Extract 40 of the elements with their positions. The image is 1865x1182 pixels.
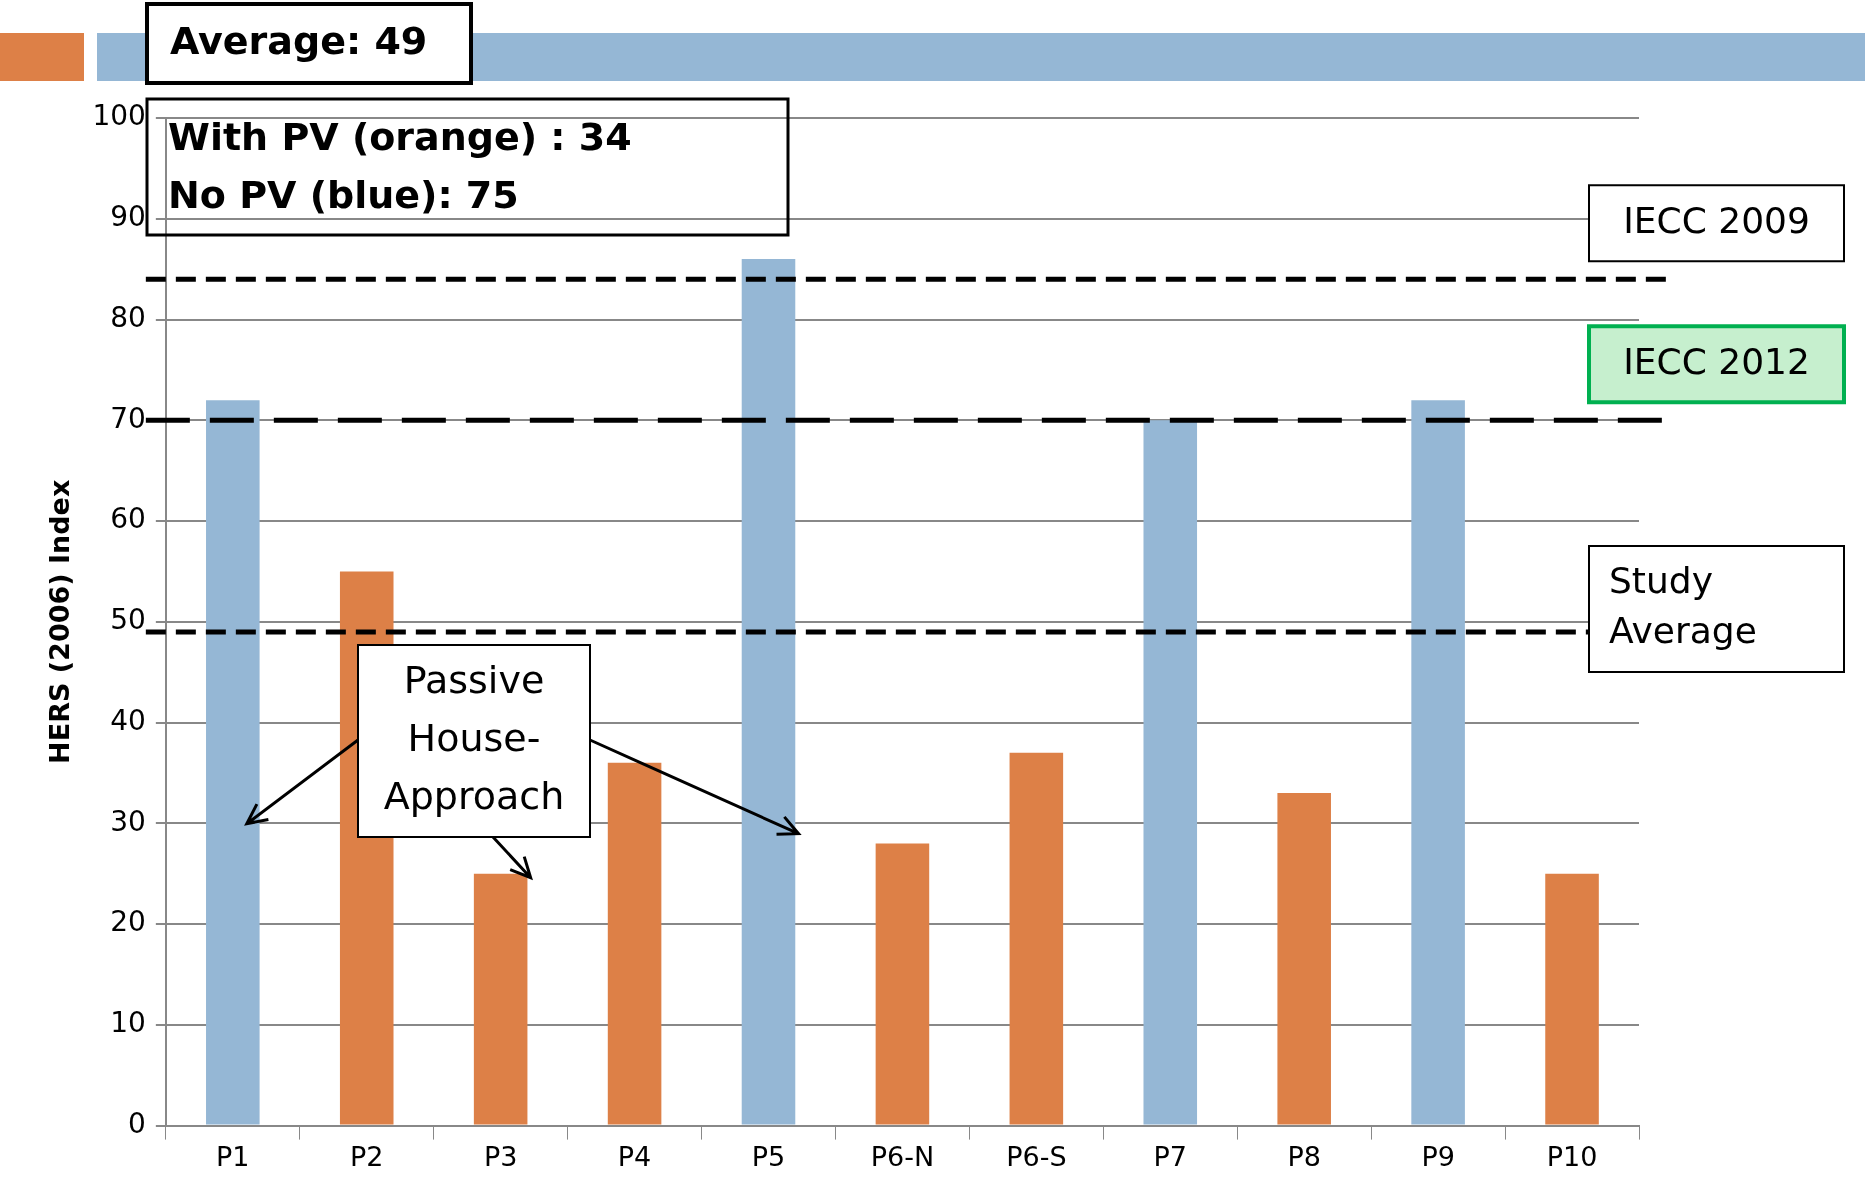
y-tick-label: 60 — [110, 502, 146, 536]
x-tick-label: P8 — [1287, 1140, 1321, 1172]
y-tick-label: 100 — [92, 99, 146, 133]
y-axis-title: HERS (2006) Index — [44, 479, 76, 764]
x-tick-label: P4 — [617, 1140, 652, 1172]
annotation: With PV (orange) : 34 — [168, 114, 632, 159]
x-tick-label: P6-S — [1006, 1140, 1067, 1172]
annotation: Passive House-Approach — [383, 657, 565, 818]
bar — [1411, 400, 1465, 1125]
bar — [206, 400, 260, 1125]
x-tick-label: P2 — [349, 1140, 384, 1172]
ref-line-label: Study Average — [1609, 560, 1757, 652]
y-tick-label: 70 — [110, 401, 146, 435]
y-tick-label: 10 — [110, 1006, 146, 1040]
annotation: No PV (blue): 75 — [168, 172, 519, 217]
y-tick-label: 50 — [110, 603, 146, 637]
bar — [875, 843, 930, 1125]
bar — [1143, 420, 1198, 1125]
x-tick-label: P1 — [216, 1140, 250, 1172]
x-tick-label: P6-N — [870, 1140, 935, 1172]
x-tick-label: P7 — [1153, 1140, 1187, 1172]
y-tick-label: 0 — [128, 1106, 146, 1140]
bar — [1545, 873, 1599, 1125]
y-tick-label: 20 — [110, 905, 146, 939]
x-tick-label: P5 — [751, 1140, 786, 1172]
ref-line-label: IECC 2012 — [1623, 340, 1810, 382]
bar — [607, 762, 662, 1125]
x-tick-label: P3 — [483, 1140, 518, 1172]
bar — [1277, 793, 1331, 1125]
bar — [741, 259, 796, 1125]
y-tick-label: 30 — [110, 804, 146, 838]
bar — [1009, 752, 1064, 1125]
y-tick-label: 90 — [110, 200, 146, 234]
y-tick-label: 40 — [110, 703, 146, 737]
text: Average: 49 — [170, 18, 428, 63]
x-tick-label: P10 — [1546, 1140, 1598, 1172]
x-tick-label: P9 — [1421, 1140, 1455, 1172]
y-tick-label: 80 — [110, 300, 146, 334]
ref-line-label: IECC 2009 — [1623, 199, 1810, 241]
bar — [473, 873, 528, 1125]
